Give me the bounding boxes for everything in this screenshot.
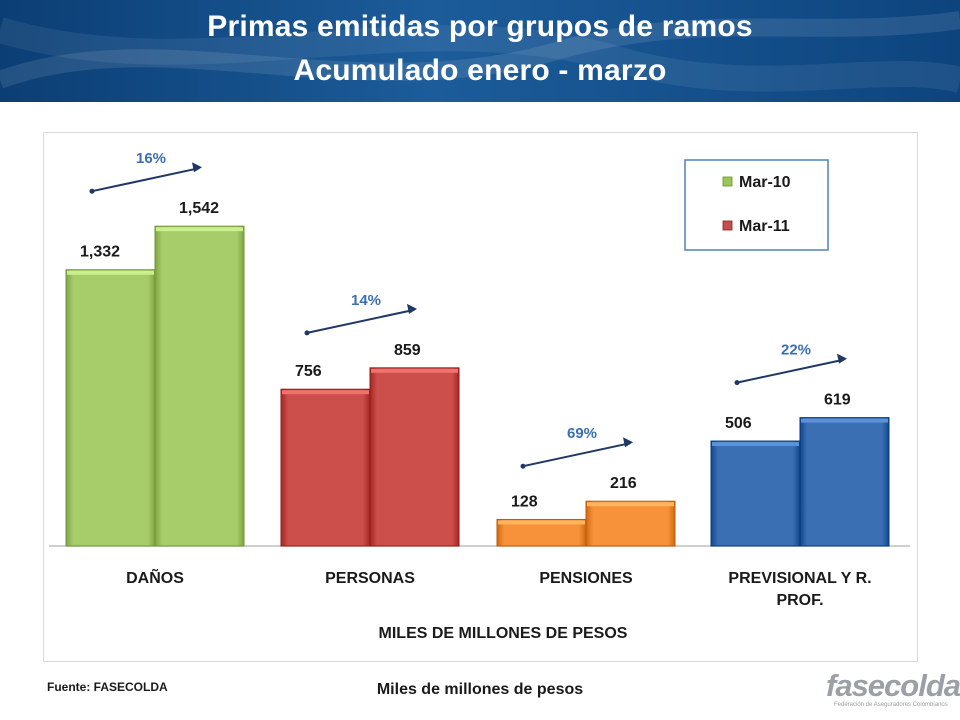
growth-arrow-head-3 — [837, 353, 847, 364]
data-label-0-1: 1,542 — [179, 200, 219, 217]
bar-highlight-3-1 — [801, 418, 888, 423]
data-label-2-0: 128 — [511, 493, 538, 510]
bar-highlight-0-0 — [67, 270, 154, 275]
bar-highlight-2-1 — [587, 502, 674, 507]
growth-arrow-3 — [736, 358, 845, 384]
growth-arrow-head-2 — [623, 437, 633, 448]
legend-label-1: Mar-11 — [739, 218, 790, 235]
growth-arrow-tail-2 — [520, 463, 526, 469]
legend-box — [684, 159, 829, 251]
chart-area: 1,332 1,542 16% DAÑOS 756 859 14% PERSONAS 128 21… — [43, 132, 918, 662]
page-title: Primas emitidas por grupos de ramos — [207, 10, 753, 43]
bar-mar-11-0 — [154, 225, 245, 547]
fasecolda-logo: fasecolda Federación de Aseguradores Col… — [826, 668, 960, 712]
category-label-2: PENSIONES — [539, 570, 633, 587]
growth-arrow-tail-1 — [304, 330, 310, 336]
legend-label-0: Mar-10 — [739, 174, 791, 191]
growth-label-3: 22% — [781, 342, 811, 359]
bar-mar-11-3 — [799, 417, 890, 547]
growth-label-2: 69% — [567, 425, 597, 442]
bar-highlight-2-0 — [498, 520, 585, 525]
bar-mar-10-1 — [280, 388, 371, 547]
growth-arrow-2 — [522, 442, 631, 468]
growth-arrow-0 — [91, 167, 200, 193]
bar-chart: 1,332 1,542 16% DAÑOS 756 859 14% PERSONAS 128 21… — [49, 150, 910, 642]
data-label-1-0: 756 — [295, 363, 322, 380]
growth-arrow-tail-0 — [89, 188, 95, 194]
source-note: Fuente: FASECOLDA — [47, 680, 168, 694]
data-label-3-0: 506 — [725, 415, 752, 432]
data-label-1-1: 859 — [394, 342, 421, 359]
page-subtitle: Acumulado enero - marzo — [293, 54, 667, 87]
bar-mar-11-2 — [585, 500, 676, 547]
growth-label-1: 14% — [351, 292, 381, 309]
category-label-3-line0: PREVISIONAL Y R. — [728, 570, 871, 587]
x-axis-title: MILES DE MILLONES DE PESOS — [379, 625, 628, 642]
data-label-0-0: 1,332 — [80, 244, 120, 261]
category-label-0: DAÑOS — [126, 567, 184, 587]
growth-arrow-head-1 — [407, 303, 417, 314]
data-label-3-1: 619 — [824, 392, 851, 409]
category-label-1: PERSONAS — [325, 570, 415, 587]
bar-highlight-1-1 — [371, 368, 458, 373]
banner-wave-decoration — [0, 11, 960, 93]
bar-highlight-0-1 — [156, 227, 243, 232]
growth-arrow-head-0 — [192, 162, 202, 173]
title-banner: Primas emitidas por grupos de ramos Acum… — [0, 0, 960, 102]
bar-highlight-1-0 — [282, 390, 369, 395]
bar-highlight-3-0 — [712, 442, 799, 447]
legend-swatch-1 — [722, 220, 733, 231]
logo-tagline: Federación de Aseguradores Colombianos — [834, 702, 948, 708]
growth-label-0: 16% — [136, 150, 166, 167]
units-note: Miles de millones de pesos — [376, 681, 584, 698]
bar-mar-11-1 — [369, 367, 460, 547]
growth-arrow-tail-3 — [734, 380, 740, 386]
legend-swatch-0 — [722, 176, 733, 187]
category-label-3-line1: PROF. — [776, 592, 823, 609]
data-label-2-1: 216 — [610, 475, 637, 492]
logo-wordmark: fasecolda — [826, 668, 960, 703]
growth-arrow-1 — [306, 308, 415, 334]
bar-mar-10-0 — [65, 269, 156, 547]
bar-mar-10-3 — [710, 440, 801, 547]
